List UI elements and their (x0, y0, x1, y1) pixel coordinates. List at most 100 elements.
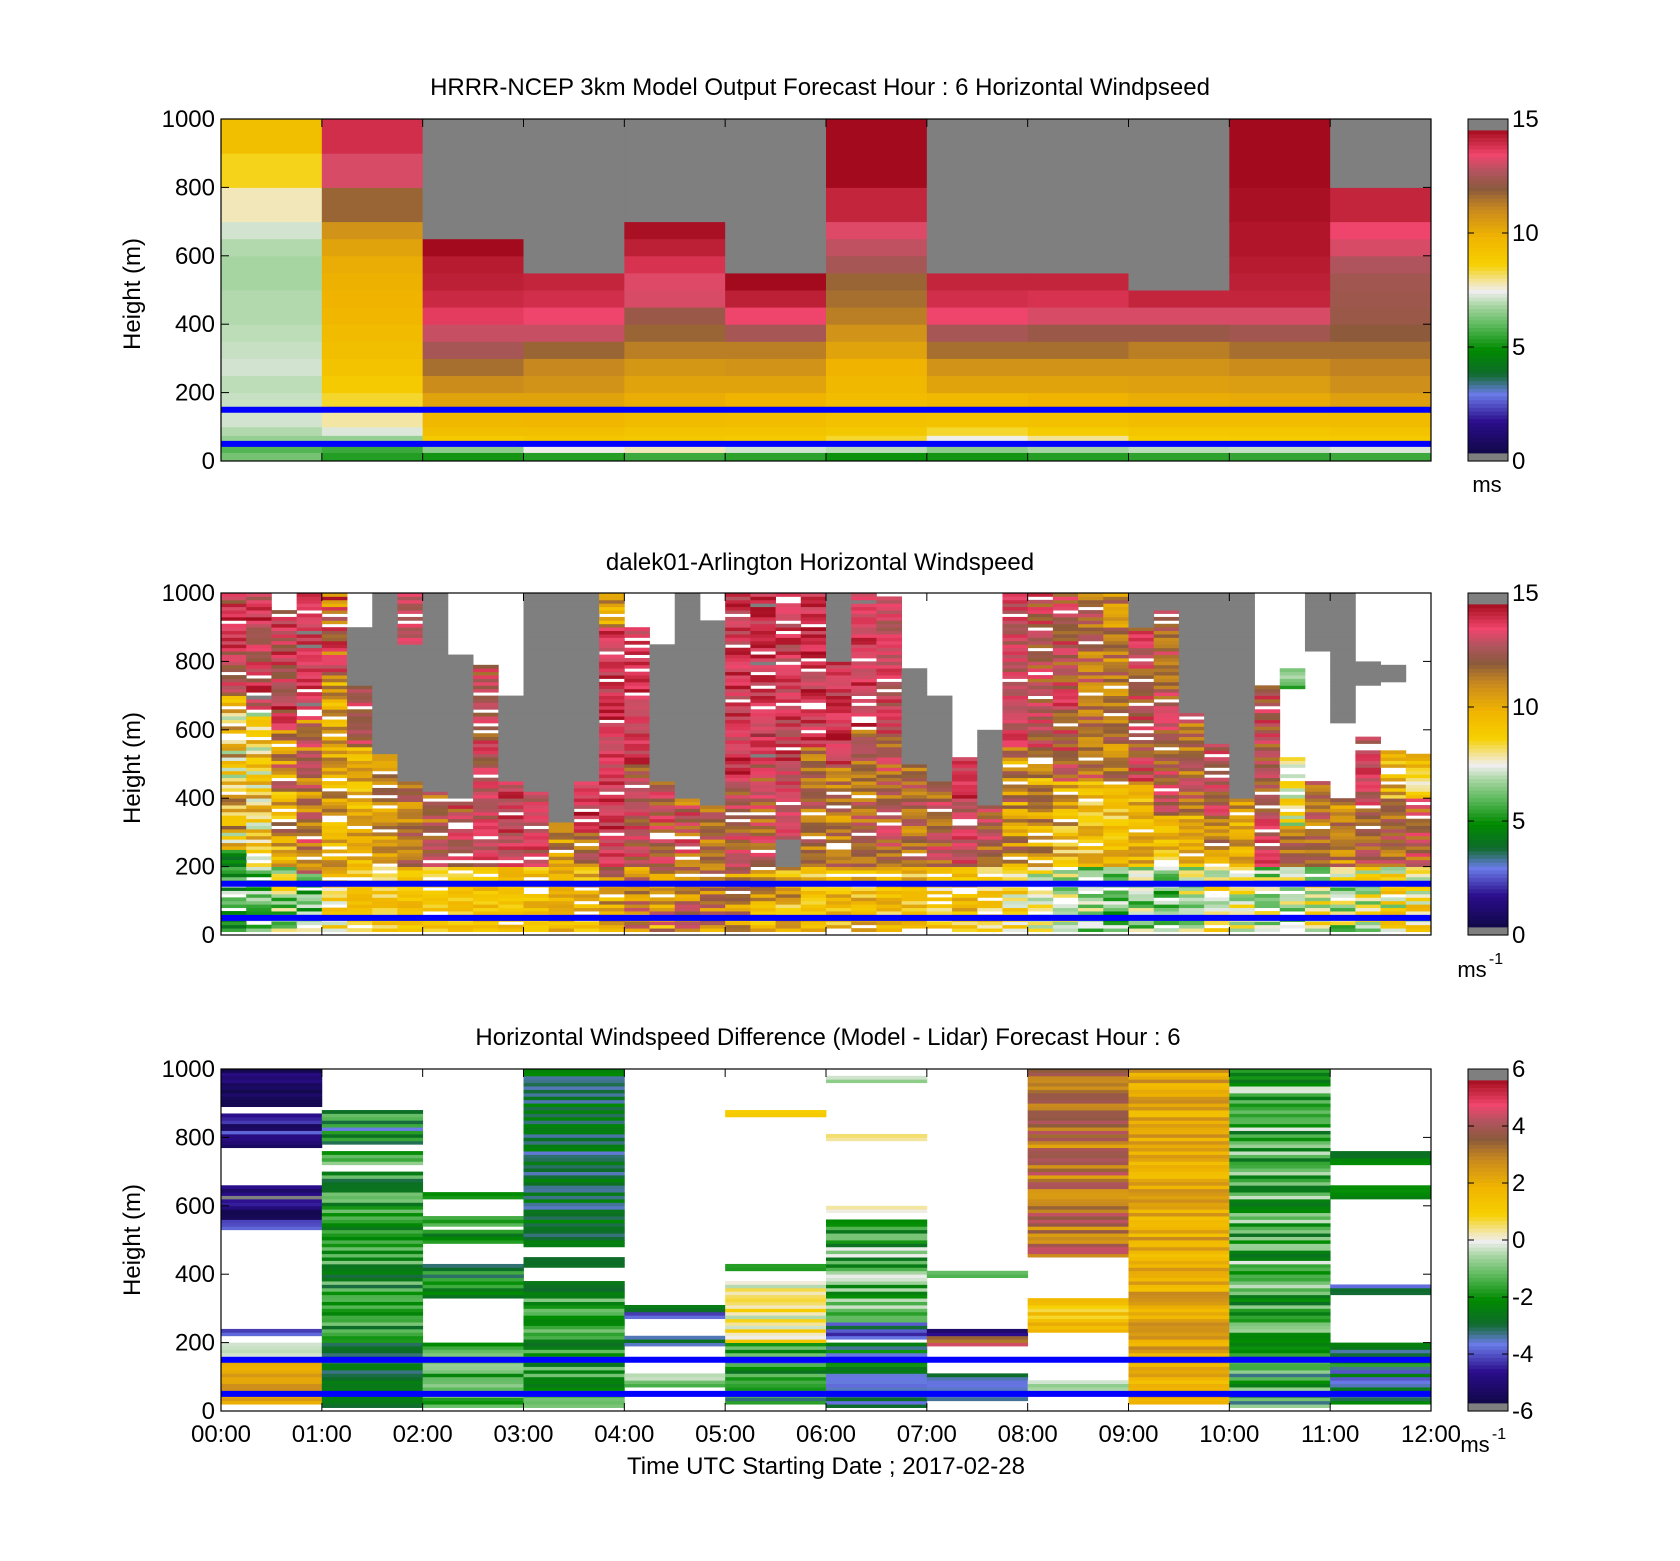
data-cell (775, 654, 802, 659)
data-cell (775, 668, 802, 673)
data-cell (321, 644, 348, 649)
data-cell (826, 685, 852, 690)
model-cell (1330, 409, 1432, 428)
data-cell (1078, 729, 1104, 734)
data-cell (926, 699, 953, 703)
data-cell (926, 1270, 1029, 1275)
data-cell (851, 692, 877, 696)
data-cell (926, 825, 953, 830)
data-cell (321, 1120, 424, 1125)
data-cell (523, 733, 550, 738)
data-cell (699, 681, 726, 686)
data-cell (1304, 640, 1331, 645)
data-cell (1052, 654, 1079, 659)
data-cell (876, 781, 903, 785)
data-cell (725, 863, 751, 867)
data-cell (1027, 1096, 1129, 1101)
data-cell (573, 890, 600, 895)
data-cell (246, 928, 272, 932)
data-cell (321, 1161, 424, 1166)
data-cell (548, 928, 575, 932)
data-cell (1027, 1298, 1129, 1302)
data-cell (624, 709, 650, 714)
data-cell (699, 781, 726, 785)
data-cell (221, 1226, 323, 1231)
colorbar-swatch (1468, 805, 1508, 811)
data-cell (1229, 764, 1255, 768)
data-cell (321, 637, 348, 642)
data-cell (1304, 801, 1331, 806)
data-cell (725, 928, 751, 932)
data-cell (674, 811, 701, 816)
data-cell (1052, 849, 1079, 854)
data-cell (221, 1349, 323, 1354)
data-cell (750, 722, 776, 727)
data-cell (321, 1188, 424, 1193)
data-cell (926, 839, 953, 844)
data-cell (826, 1404, 928, 1408)
model-cell (523, 443, 625, 453)
data-cell (1103, 835, 1129, 840)
data-cell (800, 784, 827, 789)
data-cell (523, 1099, 625, 1104)
data-cell (725, 736, 751, 741)
colorbar-swatch (1468, 153, 1508, 158)
data-cell (523, 1113, 625, 1118)
data-cell (271, 791, 298, 796)
data-cell (624, 870, 650, 874)
data-cell (977, 757, 1003, 761)
data-cell (1128, 681, 1155, 686)
data-cell (1128, 863, 1155, 867)
data-cell (1052, 890, 1079, 895)
data-cell (1027, 815, 1054, 820)
data-cell (221, 753, 247, 758)
data-cell (599, 675, 625, 679)
data-cell (1254, 709, 1281, 714)
data-cell (1330, 613, 1356, 618)
data-cell (1355, 866, 1381, 871)
data-cell (775, 647, 802, 652)
data-cell (1380, 811, 1407, 816)
data-cell (321, 798, 348, 803)
data-cell (674, 774, 701, 779)
data-cell (1330, 818, 1356, 823)
data-cell (422, 835, 449, 840)
data-cell (1128, 842, 1155, 847)
data-cell (221, 1209, 323, 1214)
data-cell (1380, 760, 1407, 765)
data-cell (926, 921, 953, 926)
data-cell (826, 1349, 928, 1354)
data-cell (372, 729, 398, 734)
data-cell (473, 688, 499, 693)
data-cell (952, 873, 978, 878)
data-cell (649, 736, 676, 741)
data-cell (977, 859, 1003, 864)
data-cell (1355, 808, 1381, 813)
model-cell (926, 324, 1029, 342)
data-cell (422, 743, 449, 748)
data-cell (523, 849, 550, 854)
data-cell (1204, 828, 1230, 833)
data-cell (372, 692, 398, 696)
data-cell (221, 863, 247, 867)
data-cell (624, 876, 650, 881)
data-cell (321, 1291, 424, 1296)
data-cell (1002, 722, 1029, 727)
data-cell (624, 863, 650, 867)
data-cell (523, 1192, 625, 1196)
data-cell (876, 876, 903, 881)
data-cell (1052, 699, 1079, 703)
data-cell (422, 818, 449, 823)
data-cell (876, 924, 903, 929)
data-cell (725, 757, 751, 761)
data-cell (1304, 856, 1331, 861)
data-cell (321, 1335, 424, 1340)
data-cell (725, 681, 751, 686)
data-cell (246, 900, 272, 905)
data-cell (523, 1298, 625, 1302)
panel-lidar-x-ticks (220, 593, 1432, 935)
data-cell (422, 774, 449, 779)
data-cell (246, 767, 272, 772)
data-cell (321, 1233, 424, 1237)
data-cell (699, 695, 726, 700)
